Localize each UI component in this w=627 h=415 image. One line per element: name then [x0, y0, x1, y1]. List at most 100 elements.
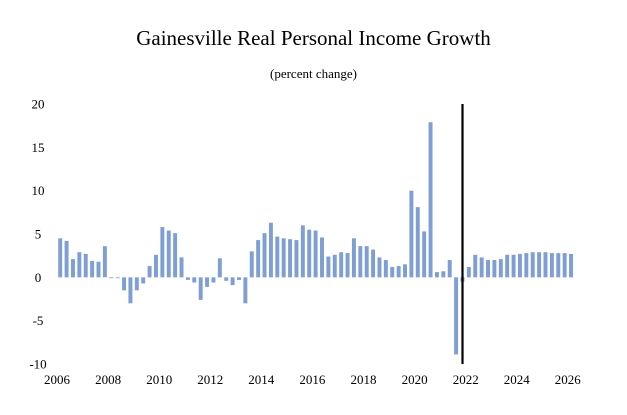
bar — [524, 253, 529, 278]
bar — [556, 253, 561, 278]
bar — [377, 257, 382, 278]
x-tick-label: 2010 — [146, 372, 172, 387]
bar-series — [58, 122, 574, 355]
bar — [198, 277, 203, 300]
bar — [237, 277, 241, 280]
y-axis-ticks: 20 15 10 5 0 -5 -10 — [29, 97, 46, 372]
bar — [154, 254, 158, 278]
chart-subtitle: (percent change) — [270, 66, 357, 81]
bar — [243, 277, 248, 304]
bar — [479, 257, 484, 278]
bar — [224, 277, 229, 281]
bar — [441, 271, 446, 278]
bar — [454, 277, 459, 355]
bar — [307, 229, 312, 278]
x-tick-label: 2008 — [95, 372, 121, 387]
bar — [179, 257, 184, 278]
bar — [90, 260, 95, 278]
bar — [326, 256, 331, 278]
x-axis-ticks: 2006 2008 2010 2012 2014 2016 2018 2020 2022 2024… — [44, 372, 581, 387]
bar — [390, 266, 395, 278]
bar — [70, 259, 75, 278]
bar — [102, 246, 107, 278]
bar — [486, 260, 490, 278]
bar — [205, 277, 210, 287]
bar — [371, 249, 376, 278]
bar — [351, 238, 356, 278]
bar — [562, 253, 567, 278]
bar — [537, 252, 542, 278]
y-tick-label: -5 — [33, 313, 44, 328]
bar — [364, 246, 369, 278]
bar — [288, 239, 293, 278]
bar — [422, 231, 427, 278]
bar — [313, 230, 318, 278]
bar — [256, 240, 261, 278]
bar — [160, 227, 165, 278]
x-tick-label: 2012 — [197, 372, 223, 387]
bar — [281, 238, 286, 278]
bar — [332, 254, 337, 278]
bar — [569, 253, 574, 278]
bar — [128, 277, 133, 304]
bar — [447, 260, 452, 278]
x-tick-label: 2006 — [44, 372, 71, 387]
bar — [109, 277, 114, 279]
bar — [549, 253, 554, 278]
bar — [268, 222, 273, 278]
bar — [434, 272, 439, 278]
bar — [77, 252, 82, 278]
bar — [58, 238, 63, 278]
bar — [262, 233, 267, 278]
bar — [64, 240, 69, 278]
bar — [415, 207, 420, 278]
y-tick-label: -10 — [29, 357, 46, 372]
bar — [192, 277, 197, 283]
bar — [543, 252, 548, 278]
bar — [428, 122, 433, 278]
bar — [249, 251, 254, 278]
y-tick-label: 5 — [35, 227, 42, 242]
x-tick-label: 2018 — [351, 372, 377, 387]
bar — [383, 260, 388, 278]
bar — [396, 266, 401, 278]
bar — [339, 252, 344, 278]
bar — [358, 246, 363, 278]
bar — [275, 236, 280, 278]
y-tick-label: 0 — [35, 270, 42, 285]
bar — [230, 277, 235, 286]
bar — [517, 253, 522, 278]
bar — [473, 254, 478, 278]
bar — [345, 253, 350, 278]
x-tick-label: 2022 — [453, 372, 479, 387]
y-tick-label: 10 — [32, 183, 45, 198]
bar — [83, 253, 88, 278]
bar — [409, 190, 414, 278]
chart-title: Gainesville Real Personal Income Growth — [136, 26, 491, 50]
x-tick-label: 2024 — [504, 372, 531, 387]
bar — [147, 266, 152, 278]
bar — [300, 225, 305, 278]
bar — [466, 266, 471, 278]
bar — [492, 260, 497, 278]
bar — [96, 261, 101, 278]
x-tick-label: 2016 — [299, 372, 326, 387]
bar — [211, 277, 216, 283]
y-tick-label: 15 — [32, 140, 45, 155]
bar — [403, 264, 407, 278]
bar — [122, 277, 127, 291]
bar — [511, 254, 516, 278]
bar — [141, 277, 146, 284]
bar — [294, 240, 299, 278]
bar — [185, 277, 190, 280]
bar — [217, 258, 222, 278]
bar — [166, 230, 171, 278]
x-tick-label: 2020 — [402, 372, 428, 387]
bar — [320, 237, 324, 278]
bar — [530, 252, 535, 278]
x-tick-label: 2014 — [248, 372, 275, 387]
bar — [115, 277, 120, 279]
x-tick-label: 2026 — [555, 372, 582, 387]
y-tick-label: 20 — [32, 97, 45, 112]
